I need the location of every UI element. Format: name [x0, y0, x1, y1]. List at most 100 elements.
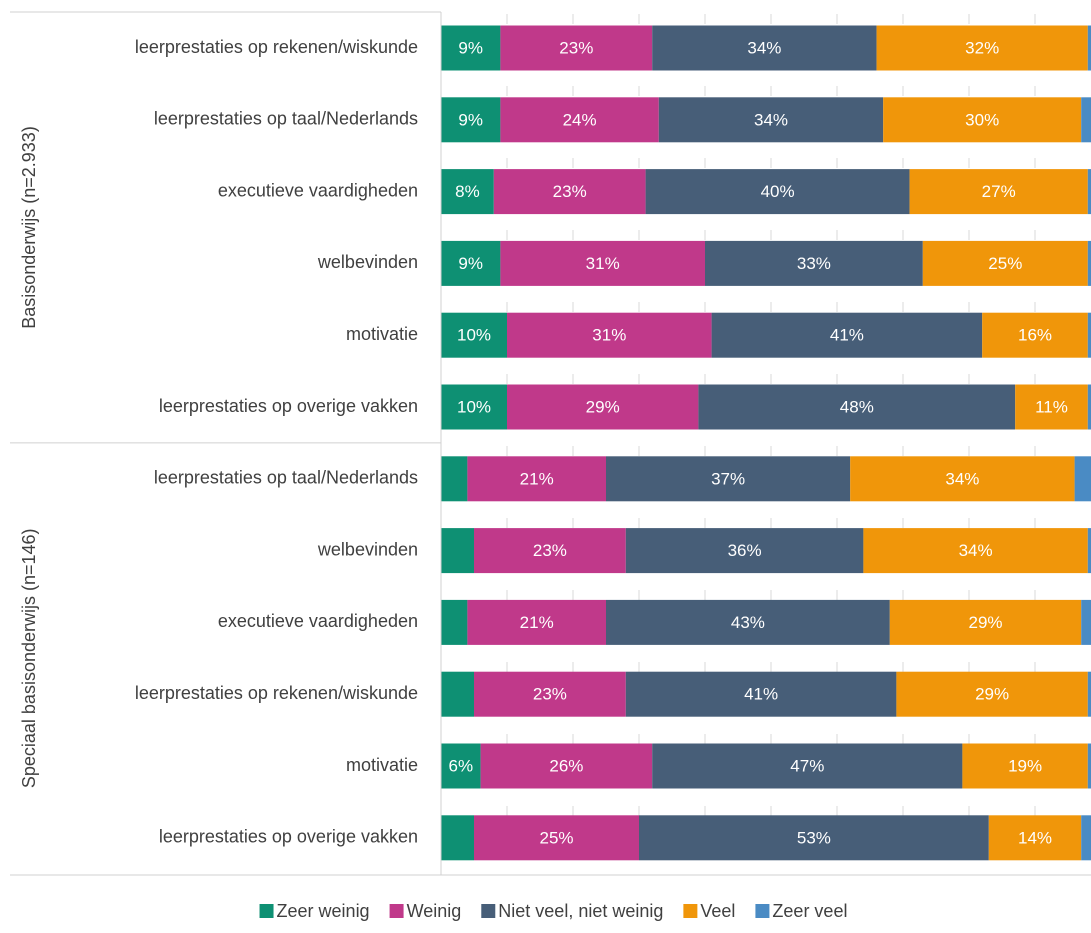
bar-segment: [474, 528, 626, 574]
bar-segment: [909, 169, 1088, 215]
category-label: welbevinden: [317, 539, 418, 559]
bar-segment: [1087, 671, 1091, 717]
value-label: 9%: [458, 38, 483, 57]
category-label: executieve vaardigheden: [218, 611, 418, 631]
value-label: 43%: [731, 613, 765, 632]
value-label: 10%: [457, 397, 491, 416]
category-label: leerprestaties op rekenen/wiskunde: [135, 683, 418, 703]
value-label: 25%: [539, 828, 573, 847]
legend-label: Zeer weinig: [277, 901, 370, 921]
value-label: 10%: [457, 326, 491, 345]
bar-segment: [876, 25, 1088, 71]
value-label: 53%: [797, 828, 831, 847]
bar-segment: [652, 25, 877, 71]
bar-segment: [441, 240, 501, 286]
value-label: 36%: [728, 541, 762, 560]
bar-segment: [889, 599, 1082, 645]
bar-segment: [441, 743, 481, 789]
value-label: 47%: [790, 756, 824, 775]
legend: Zeer weinig Weinig Niet veel, niet weinig V…: [259, 901, 847, 921]
legend-label: Niet veel, niet weinig: [498, 901, 663, 921]
value-label: 41%: [830, 326, 864, 345]
bar-segment: [500, 25, 653, 71]
legend-swatch: [755, 904, 770, 918]
value-label: 48%: [840, 397, 874, 416]
value-label: 14%: [1018, 828, 1052, 847]
bar-segment: [441, 97, 501, 143]
bar-segment: [645, 169, 910, 215]
bar-segment: [480, 743, 653, 789]
value-label: 23%: [553, 182, 587, 201]
value-label: 23%: [559, 38, 593, 57]
value-label: 9%: [458, 254, 483, 273]
category-label: leerprestaties op overige vakken: [159, 396, 418, 416]
bar-segment: [1087, 312, 1091, 358]
bar-segment: [1015, 384, 1088, 430]
bar-segment: [1081, 815, 1091, 861]
bar-segment: [863, 528, 1088, 574]
bar-segment: [896, 671, 1088, 717]
value-label: 34%: [945, 469, 979, 488]
value-label: 21%: [520, 613, 554, 632]
bar-segment: [441, 528, 474, 574]
value-label: 32%: [965, 38, 999, 57]
value-label: 27%: [982, 182, 1016, 201]
bar-segment: [441, 815, 474, 861]
value-label: 31%: [586, 254, 620, 273]
category-label: welbevinden: [317, 252, 418, 272]
legend-swatch: [683, 904, 698, 918]
bar-segment: [441, 384, 507, 430]
bar-segment: [441, 169, 494, 215]
bar-segment: [441, 599, 468, 645]
value-label: 40%: [761, 182, 795, 201]
bar-segment: [698, 384, 1016, 430]
value-label: 26%: [549, 756, 583, 775]
value-label: 23%: [533, 541, 567, 560]
value-label: 11%: [1035, 397, 1068, 416]
bar-segment: [467, 456, 606, 502]
value-label: 31%: [592, 326, 626, 345]
bar-segment: [962, 743, 1088, 789]
group-label: Basisonderwijs (n=2.933): [19, 126, 39, 329]
legend-label: Zeer veel: [772, 901, 847, 921]
bar-segment: [658, 97, 884, 143]
bar-segment: [441, 25, 501, 71]
bar-segment: [639, 815, 989, 861]
group-label: Speciaal basisonderwijs (n=146): [19, 528, 39, 788]
category-label: motivatie: [346, 324, 418, 344]
bar-segment: [883, 97, 1082, 143]
value-label: 23%: [533, 685, 567, 704]
bar-segment: [625, 671, 897, 717]
value-label: 24%: [563, 110, 597, 129]
bar-segment: [1087, 25, 1091, 71]
bar-segment: [1087, 743, 1091, 789]
category-label: leerprestaties op taal/Nederlands: [154, 109, 418, 129]
value-label: 29%: [975, 685, 1009, 704]
value-label: 6%: [449, 756, 474, 775]
bar-segment: [500, 240, 705, 286]
legend-swatch: [259, 904, 274, 918]
bar-segment: [1087, 384, 1091, 430]
bar-segment: [850, 456, 1075, 502]
bar-segment: [1087, 169, 1091, 215]
legend-swatch: [481, 904, 496, 918]
category-label: leerprestaties op taal/Nederlands: [154, 468, 418, 488]
bar-segment: [705, 240, 923, 286]
value-label: 29%: [968, 613, 1002, 632]
value-label: 34%: [754, 110, 788, 129]
bar-segment: [711, 312, 983, 358]
bar-segment: [922, 240, 1088, 286]
value-label: 30%: [965, 110, 999, 129]
bar-segment: [1087, 528, 1091, 574]
bar-segment: [507, 312, 712, 358]
category-label: motivatie: [346, 755, 418, 775]
bar-segment: [474, 671, 626, 717]
bar-segment: [500, 97, 659, 143]
bar-segment: [606, 599, 890, 645]
bar-segment: [493, 169, 646, 215]
value-label: 16%: [1018, 326, 1052, 345]
value-label: 25%: [988, 254, 1022, 273]
bar-segment: [652, 743, 963, 789]
bar-segment: [1074, 456, 1091, 502]
